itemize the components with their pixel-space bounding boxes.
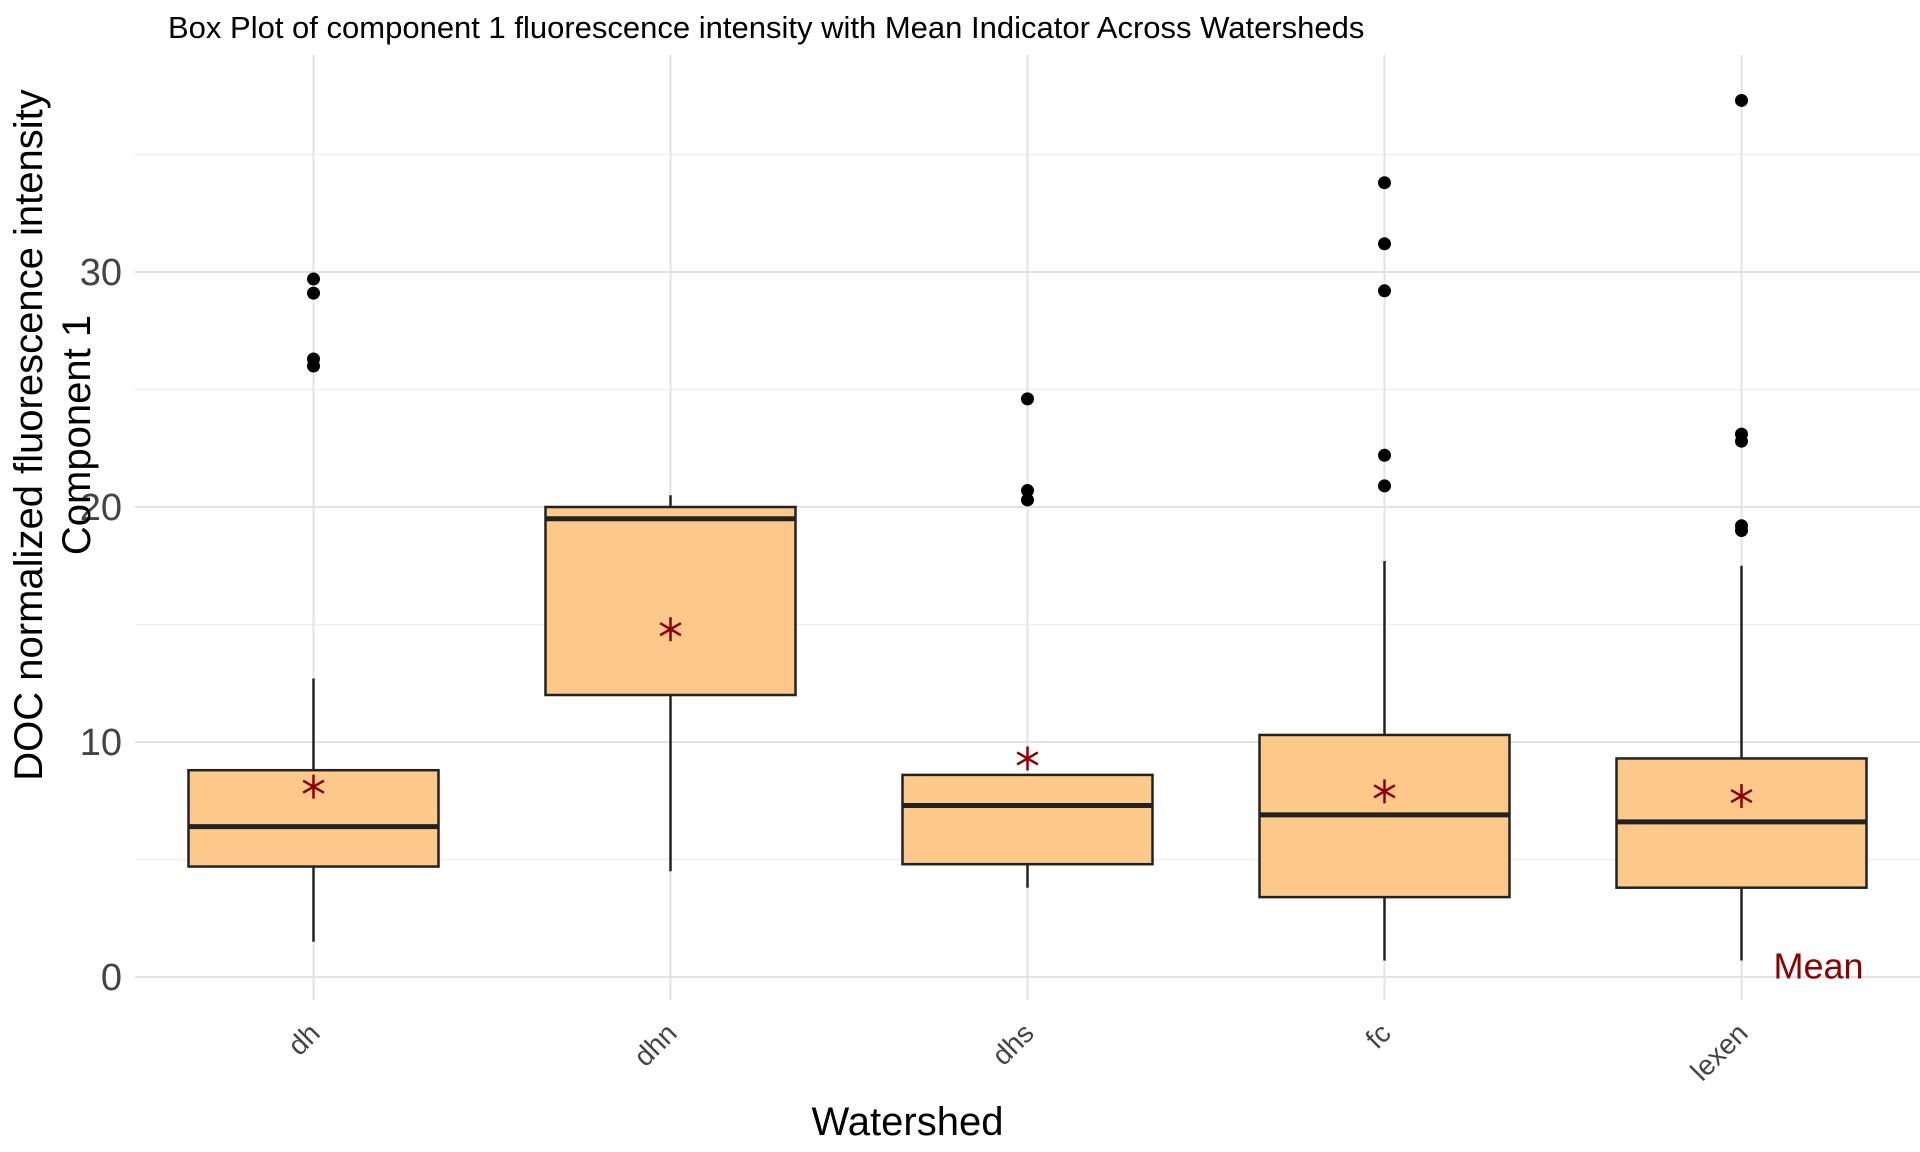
outlier-point <box>307 359 320 373</box>
outlier-point <box>1735 434 1748 448</box>
x-tick-label: dhs <box>986 1017 1040 1071</box>
mean-marker-stroke <box>1730 788 1753 804</box>
chart-title: Box Plot of component 1 fluorescence int… <box>168 10 1365 45</box>
outlier-point <box>1021 493 1034 507</box>
mean-marker <box>1373 779 1396 804</box>
outlier-point <box>1378 479 1391 493</box>
outlier-point <box>307 272 320 286</box>
y-tick-label: 10 <box>80 722 122 764</box>
outlier-point <box>1378 448 1391 462</box>
y-axis-title-line-2: Component 1 <box>55 315 99 555</box>
mean-marker <box>1016 746 1039 771</box>
mean-marker-stroke <box>1016 751 1039 766</box>
outlier-point <box>1378 176 1391 190</box>
x-axis-title: Watershed <box>812 1100 1004 1144</box>
mean-marker <box>1730 784 1753 809</box>
y-axis-title-line-1: DOC normalized fluorescence intensity <box>7 89 51 780</box>
x-tick-labels: dh dhn dhs fc lexen <box>282 1017 1754 1086</box>
boxes <box>187 495 1868 961</box>
y-tick-label: 0 <box>101 957 122 999</box>
outlier-point <box>307 286 320 300</box>
x-tick-label: fc <box>1359 1017 1396 1054</box>
y-tick-labels: 0 10 20 30 <box>80 252 122 999</box>
outlier-point <box>1735 524 1748 537</box>
mean-marker <box>659 617 682 642</box>
marks <box>302 93 1753 809</box>
mean-annotation: Mean <box>1774 945 1864 986</box>
outlier-point <box>1378 237 1391 251</box>
x-tick-label: lexen <box>1684 1017 1753 1086</box>
x-tick-label: dh <box>282 1017 326 1061</box>
mean-marker-stroke <box>1373 784 1396 799</box>
box-dhn <box>544 505 797 697</box>
outlier-point <box>1021 484 1034 498</box>
y-tick-label: 30 <box>80 252 122 294</box>
mean-marker <box>302 774 325 799</box>
box-dhs <box>901 773 1154 866</box>
outlier-point <box>1378 284 1391 298</box>
x-tick-label: dhn <box>628 1017 683 1072</box>
box-dh <box>187 768 440 868</box>
mean-marker-stroke <box>659 622 682 637</box>
mean-marker-stroke <box>302 779 325 794</box>
y-tick-label: 20 <box>80 487 122 529</box>
outlier-point <box>1021 392 1034 406</box>
outlier-point <box>1735 93 1748 107</box>
